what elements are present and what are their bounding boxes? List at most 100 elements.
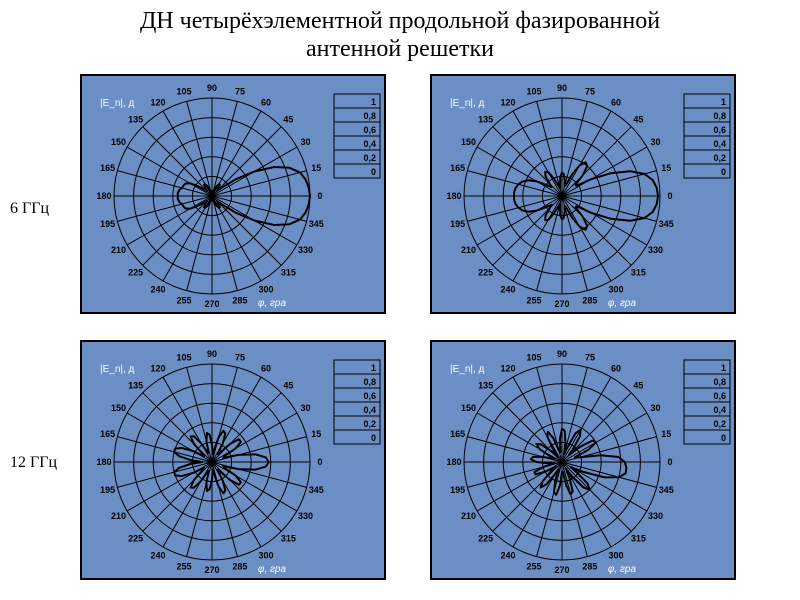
angle-label: 240 bbox=[150, 551, 165, 561]
grid-spoke bbox=[477, 147, 562, 196]
angle-label: 150 bbox=[461, 403, 476, 413]
grid-spoke bbox=[562, 127, 631, 196]
angle-label: 45 bbox=[283, 115, 293, 125]
angle-label: 180 bbox=[446, 457, 461, 467]
angle-label: 165 bbox=[100, 429, 115, 439]
angle-label: 270 bbox=[204, 299, 219, 309]
grid-spoke bbox=[212, 196, 307, 221]
angle-label: 90 bbox=[207, 83, 217, 93]
angle-label: 15 bbox=[311, 163, 321, 173]
field-label: |E_n|, д bbox=[450, 98, 485, 109]
polar-panel: 0153045607590105120135150165180195210225… bbox=[80, 340, 386, 580]
angle-label: 90 bbox=[557, 349, 567, 359]
angle-label: 345 bbox=[309, 485, 324, 495]
angle-label: 240 bbox=[500, 285, 515, 295]
angle-label: 105 bbox=[527, 353, 542, 363]
legend-label: 0,2 bbox=[713, 153, 726, 163]
angle-label: 270 bbox=[554, 299, 569, 309]
angle-label: 270 bbox=[204, 565, 219, 575]
angle-label: 315 bbox=[281, 533, 296, 543]
angle-label: 315 bbox=[631, 267, 646, 277]
angle-label: 285 bbox=[582, 295, 597, 305]
grid-spoke bbox=[513, 377, 562, 462]
legend-label: 0,4 bbox=[363, 405, 376, 415]
angle-label: 345 bbox=[659, 219, 674, 229]
angle-label: 285 bbox=[232, 295, 247, 305]
origin-dot bbox=[210, 194, 214, 198]
angle-label: 105 bbox=[177, 87, 192, 97]
legend-label: 0,6 bbox=[363, 391, 376, 401]
angle-label: 315 bbox=[281, 267, 296, 277]
grid-spoke bbox=[187, 101, 212, 196]
angle-label: 15 bbox=[661, 163, 671, 173]
grid-spoke bbox=[143, 127, 212, 196]
angle-label: 60 bbox=[611, 363, 621, 373]
phi-label: φ, гра bbox=[258, 298, 287, 309]
legend-label: 0 bbox=[721, 167, 726, 177]
angle-label: 165 bbox=[450, 163, 465, 173]
angle-label: 135 bbox=[478, 381, 493, 391]
legend-label: 1 bbox=[721, 97, 726, 107]
polar-chart: 0153045607590105120135150165180195210225… bbox=[432, 76, 734, 312]
grid-spoke bbox=[562, 462, 657, 487]
angle-label: 330 bbox=[298, 511, 313, 521]
polar-panel: 0153045607590105120135150165180195210225… bbox=[430, 340, 736, 580]
row-label-6ghz: 6 ГГц bbox=[10, 200, 49, 218]
grid-spoke bbox=[493, 462, 562, 531]
angle-label: 135 bbox=[128, 381, 143, 391]
legend-label: 0,8 bbox=[363, 377, 376, 387]
angle-label: 315 bbox=[631, 533, 646, 543]
title-line2: антенной решетки bbox=[306, 36, 494, 62]
grid-spoke bbox=[212, 171, 307, 196]
polar-panel: 0153045607590105120135150165180195210225… bbox=[80, 74, 386, 314]
grid-spoke bbox=[562, 196, 631, 265]
angle-label: 255 bbox=[527, 295, 542, 305]
grid-spoke bbox=[117, 196, 212, 221]
angle-label: 285 bbox=[232, 561, 247, 571]
angle-label: 75 bbox=[585, 87, 595, 97]
angle-label: 120 bbox=[150, 363, 165, 373]
origin-dot bbox=[560, 460, 564, 464]
legend-label: 0,2 bbox=[713, 419, 726, 429]
angle-label: 135 bbox=[478, 115, 493, 125]
angle-label: 150 bbox=[111, 403, 126, 413]
angle-label: 150 bbox=[111, 137, 126, 147]
angle-label: 195 bbox=[450, 485, 465, 495]
field-label: |E_n|, д bbox=[100, 364, 135, 375]
angle-label: 255 bbox=[177, 295, 192, 305]
legend-label: 0 bbox=[371, 433, 376, 443]
angle-label: 165 bbox=[450, 429, 465, 439]
angle-label: 0 bbox=[667, 457, 672, 467]
field-label: |E_n|, д bbox=[450, 364, 485, 375]
legend-label: 0,6 bbox=[713, 125, 726, 135]
angle-label: 60 bbox=[611, 97, 621, 107]
angle-label: 90 bbox=[207, 349, 217, 359]
angle-label: 270 bbox=[554, 565, 569, 575]
polar-chart: 0153045607590105120135150165180195210225… bbox=[82, 342, 384, 578]
angle-label: 330 bbox=[648, 245, 663, 255]
angle-label: 60 bbox=[261, 363, 271, 373]
angle-label: 90 bbox=[557, 83, 567, 93]
grid-spoke bbox=[537, 462, 562, 557]
polar-chart: 0153045607590105120135150165180195210225… bbox=[82, 76, 384, 312]
legend-label: 0,6 bbox=[713, 391, 726, 401]
legend-label: 0,4 bbox=[713, 139, 726, 149]
legend-label: 0,4 bbox=[713, 405, 726, 415]
grid-spoke bbox=[143, 196, 212, 265]
angle-label: 105 bbox=[177, 353, 192, 363]
legend-label: 0,6 bbox=[363, 125, 376, 135]
angle-label: 30 bbox=[301, 137, 311, 147]
angle-label: 0 bbox=[317, 191, 322, 201]
angle-label: 180 bbox=[96, 457, 111, 467]
angle-label: 180 bbox=[96, 191, 111, 201]
polar-chart: 0153045607590105120135150165180195210225… bbox=[432, 342, 734, 578]
grid-spoke bbox=[212, 196, 281, 265]
angle-label: 195 bbox=[100, 219, 115, 229]
grid-spoke bbox=[562, 111, 611, 196]
row-label-12ghz: 12 ГГц bbox=[10, 454, 57, 472]
legend-label: 0,8 bbox=[363, 111, 376, 121]
angle-label: 210 bbox=[111, 511, 126, 521]
angle-label: 210 bbox=[461, 245, 476, 255]
angle-label: 300 bbox=[608, 551, 623, 561]
angle-label: 75 bbox=[235, 87, 245, 97]
